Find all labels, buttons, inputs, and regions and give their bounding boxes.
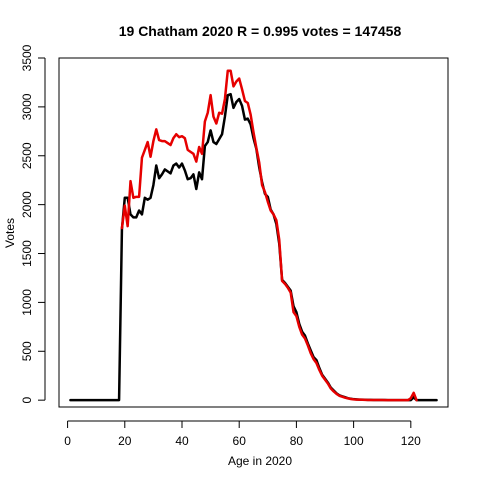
x-tick-label: 40 [175,434,189,448]
y-tick-label: 1000 [20,289,34,316]
series-layer [69,69,438,402]
plot-frame [58,57,449,408]
y-tick-label: 0 [20,397,34,404]
x-tick-label: 0 [64,434,71,448]
y-tick-label: 2500 [20,142,34,169]
y-axis-label: Votes [3,218,17,248]
x-tick-label: 100 [344,434,364,448]
chart-title: 19 Chatham 2020 R = 0.995 votes = 147458 [119,23,402,39]
x-tick-label: 20 [118,434,132,448]
x-tick-label: 60 [233,434,247,448]
x-axis: 0 20 40 60 80 100 120 [64,420,421,448]
y-tick-label: 3000 [20,93,34,120]
x-axis-label: Age in 2020 [228,454,292,468]
x-tick-label: 80 [290,434,304,448]
y-tick-label: 2000 [20,191,34,218]
x-tick-label: 120 [401,434,421,448]
y-tick-label: 3500 [20,44,34,71]
y-tick-label: 1500 [20,240,34,267]
y-axis: 0 500 1000 1500 2000 2500 3000 3500 [20,44,46,404]
series-line-red [120,69,418,402]
y-tick-label: 500 [20,341,34,361]
